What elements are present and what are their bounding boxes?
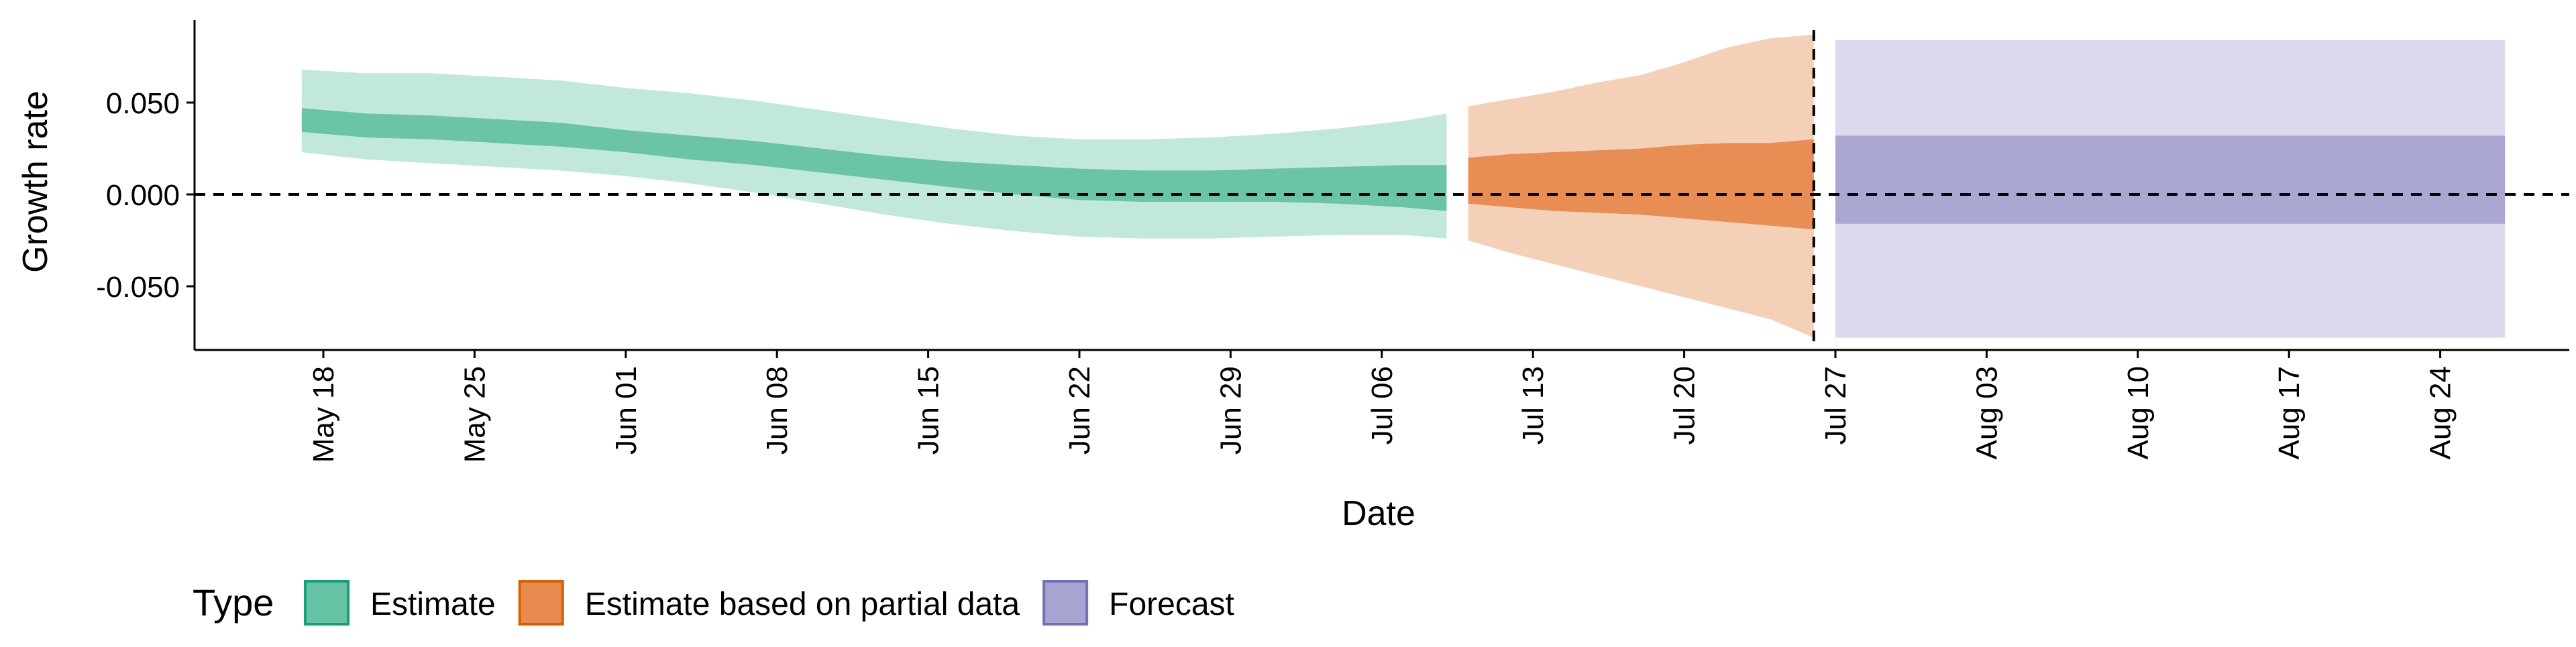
x-tick-label: May 25 (458, 366, 491, 463)
band-outer-estimate (301, 69, 1447, 239)
band-inner-estimate-based-on-partial-data (1468, 139, 1814, 230)
legend-label-estimate: Estimate (370, 587, 496, 622)
y-tick-label: 0.050 (106, 87, 180, 120)
x-tick-label: Jun 29 (1214, 366, 1247, 455)
x-tick-label: Jul 27 (1819, 366, 1852, 445)
axes-layer: -0.050 0.000 0.050 May 18 May 25 Jun 01 Jun 08… (16, 20, 2569, 533)
x-tick-label: May 18 (307, 366, 340, 463)
x-tick-label: Aug 10 (2122, 366, 2155, 459)
legend-title: Type (193, 581, 274, 624)
bands-layer (301, 34, 2506, 338)
legend-key-forecast (1042, 580, 1089, 626)
legend-label-forecast: Forecast (1109, 587, 1234, 622)
y-tick-label: -0.050 (96, 271, 180, 304)
reference-lines-layer (195, 30, 2569, 350)
x-tick-label: Jul 20 (1668, 366, 1701, 445)
x-tick-label: Jun 22 (1063, 366, 1096, 455)
legend-layer: Type Estimate Estimate based on partial da… (193, 580, 1234, 626)
x-tick-label: Aug 03 (1970, 366, 2003, 459)
y-tick-label: 0.000 (106, 179, 180, 212)
legend-key-estimate-based-on-partial-data (518, 580, 564, 626)
band-inner-estimate (301, 108, 1447, 211)
band-inner-forecast (1835, 135, 2506, 224)
x-tick-label: Jun 15 (912, 366, 945, 455)
x-axis-title: Date (1342, 494, 1415, 533)
x-tick-label: Aug 24 (2424, 366, 2457, 459)
x-tick-label: Jul 13 (1517, 366, 1550, 445)
x-tick-label: Aug 17 (2273, 366, 2306, 459)
x-tick-label: Jul 06 (1366, 366, 1399, 445)
legend-key-estimate (304, 580, 350, 626)
y-axis-title: Growth rate (16, 91, 55, 273)
x-tick-label: Jun 01 (610, 366, 643, 455)
legend-label-estimate-based-on-partial-data: Estimate based on partial data (585, 587, 1020, 622)
x-tick-label: Jun 08 (761, 366, 794, 455)
